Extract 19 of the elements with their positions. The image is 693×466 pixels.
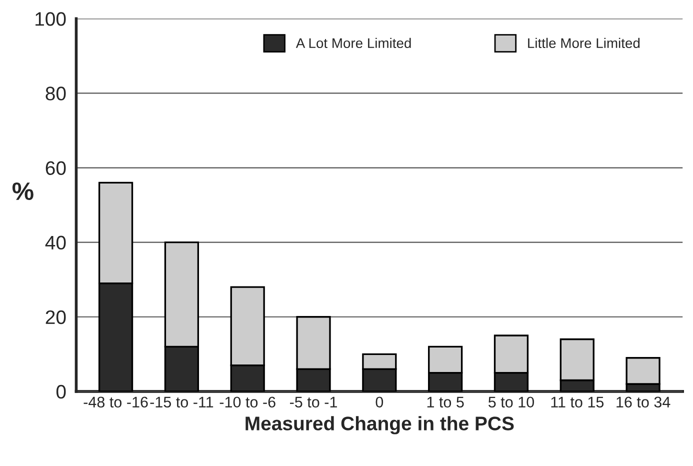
x-tick-label: 5 to 10 (488, 396, 534, 408)
x-tick-label: 0 (376, 396, 384, 408)
y-tick-label: 0 (56, 384, 66, 399)
x-tick-label: -48 to -16 (84, 396, 148, 408)
x-tick-label: 1 to 5 (427, 396, 464, 408)
legend-label: A Lot More Limited (296, 38, 411, 48)
x-tick-label: -15 to -11 (150, 396, 214, 408)
x-axis-title: Measured Change in the PCS (246, 416, 514, 434)
x-tick-label: -5 to -1 (290, 396, 337, 408)
y-tick-label: 100 (36, 12, 66, 26)
legend-label: Little More Limited (528, 38, 640, 48)
x-tick-label: 16 to 34 (616, 396, 670, 408)
y-tick-label: 80 (46, 86, 66, 100)
x-tick-label: -10 to -6 (220, 396, 276, 408)
x-tick-label: 11 to 15 (551, 396, 604, 408)
y-tick-label: 60 (46, 161, 66, 175)
y-tick-label: 20 (46, 310, 66, 324)
y-axis-title: % (12, 182, 34, 200)
y-tick-label: 40 (45, 236, 66, 250)
